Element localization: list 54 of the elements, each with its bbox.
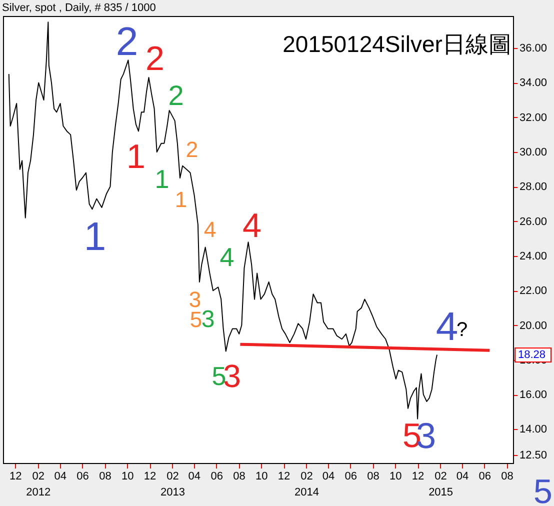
annotation: 5 bbox=[402, 417, 422, 455]
y-tick-label: 22.00 bbox=[520, 285, 548, 298]
x-tick-label: 04 bbox=[54, 470, 67, 482]
x-tick-label: 10 bbox=[255, 470, 268, 482]
y-tick-label: 34.00 bbox=[520, 77, 548, 90]
annotation: 1 bbox=[174, 187, 188, 212]
y-tick-label: 12.50 bbox=[520, 450, 548, 462]
x-tick-label: 08 bbox=[233, 470, 246, 482]
y-tick-label: 14.00 bbox=[520, 424, 548, 436]
y-tick-label: 32.00 bbox=[520, 112, 548, 124]
x-tick-label: 10 bbox=[121, 470, 134, 482]
x-tick-label: 10 bbox=[390, 470, 402, 482]
annotation: 1 bbox=[154, 164, 170, 194]
x-tick-label: 02 2013 bbox=[160, 470, 186, 498]
chart-subtitle: Silver, spot , Daily, # 835 / 1000 bbox=[2, 2, 156, 14]
x-tick-label: 06 bbox=[478, 470, 491, 482]
annotation: 3 bbox=[201, 306, 215, 333]
annotation: 4 bbox=[436, 305, 458, 349]
annotation: 2 bbox=[186, 137, 198, 162]
x-tick-label: 04 bbox=[188, 470, 201, 482]
x-tick-label: 04 bbox=[322, 470, 335, 482]
annotation: 2 bbox=[168, 80, 184, 111]
x-tick-label: 08 bbox=[501, 470, 514, 482]
y-tick-label: 16.00 bbox=[520, 389, 548, 402]
annotation: 2 bbox=[116, 20, 138, 64]
y-tick-label: 20.00 bbox=[520, 320, 548, 332]
x-tick-label: 02 2012 bbox=[26, 470, 51, 498]
x-tick-label: 12 bbox=[9, 470, 22, 482]
y-tick-label: 24.00 bbox=[520, 250, 548, 262]
x-tick-label: 12 bbox=[412, 470, 424, 482]
y-tick-label: 26.00 bbox=[520, 216, 548, 228]
x-tick-label: 08 bbox=[99, 470, 112, 482]
annotation: 4 bbox=[204, 217, 216, 242]
y-tick-label: 36.00 bbox=[520, 42, 548, 55]
x-tick-label: 08 bbox=[367, 470, 380, 482]
y-tick-label: 30.00 bbox=[520, 146, 548, 159]
x-tick-label: 06 bbox=[344, 470, 357, 482]
annotation: 18.28 bbox=[518, 349, 546, 362]
x-tick-label: 02 2014 bbox=[294, 470, 320, 498]
annotation: 1 bbox=[84, 215, 106, 259]
annotation: 1 bbox=[126, 138, 146, 176]
x-tick-label: 12 bbox=[144, 470, 156, 482]
x-tick-label: 06 bbox=[210, 470, 223, 482]
x-tick-label: 02 2015 bbox=[428, 470, 454, 498]
x-tick-label: 04 bbox=[456, 470, 469, 482]
x-tick-label: 12 bbox=[278, 470, 290, 482]
annotation: 4 bbox=[220, 242, 234, 272]
annotation: ? bbox=[456, 319, 468, 341]
annotation: 2 bbox=[146, 40, 164, 78]
y-tick-label: 28.00 bbox=[520, 181, 548, 194]
text: 5 bbox=[534, 473, 552, 506]
text: 20150124Silver日線圖 bbox=[282, 31, 512, 57]
x-tick-label: 06 bbox=[76, 470, 89, 482]
annotation: 4 bbox=[242, 207, 262, 245]
